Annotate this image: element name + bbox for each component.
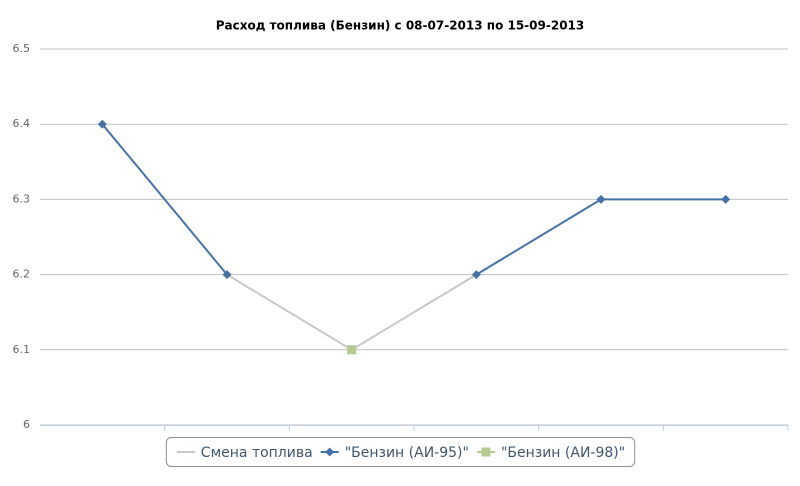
point [97,119,107,129]
legend: Смена топлива "Бензин (АИ-95)" "Бензин (АИ… [176,445,625,461]
legend-box [165,437,636,467]
point [596,194,606,204]
y-tick-label: 6 [23,418,30,431]
legend-marker [325,447,335,457]
y-tick-label: 6.1 [13,343,31,356]
legend-label: "Бензин (АИ-95)" [345,445,469,461]
y-tick-label: 6.5 [13,42,31,55]
point [222,270,232,280]
chart-title: Расход топлива (Бензин) с 08-07-2013 по … [216,19,585,33]
y-tick-label: 6.4 [13,117,31,130]
point [721,194,731,204]
legend-label: Смена топлива [201,445,313,461]
y-tick-label: 6.3 [13,192,31,205]
series-line [226,273,477,351]
legend-label: "Бензин (АИ-98)" [501,445,625,461]
y-tick-label: 6.2 [13,268,31,281]
legend-marker [481,447,491,457]
point [347,345,357,355]
point [471,270,481,280]
